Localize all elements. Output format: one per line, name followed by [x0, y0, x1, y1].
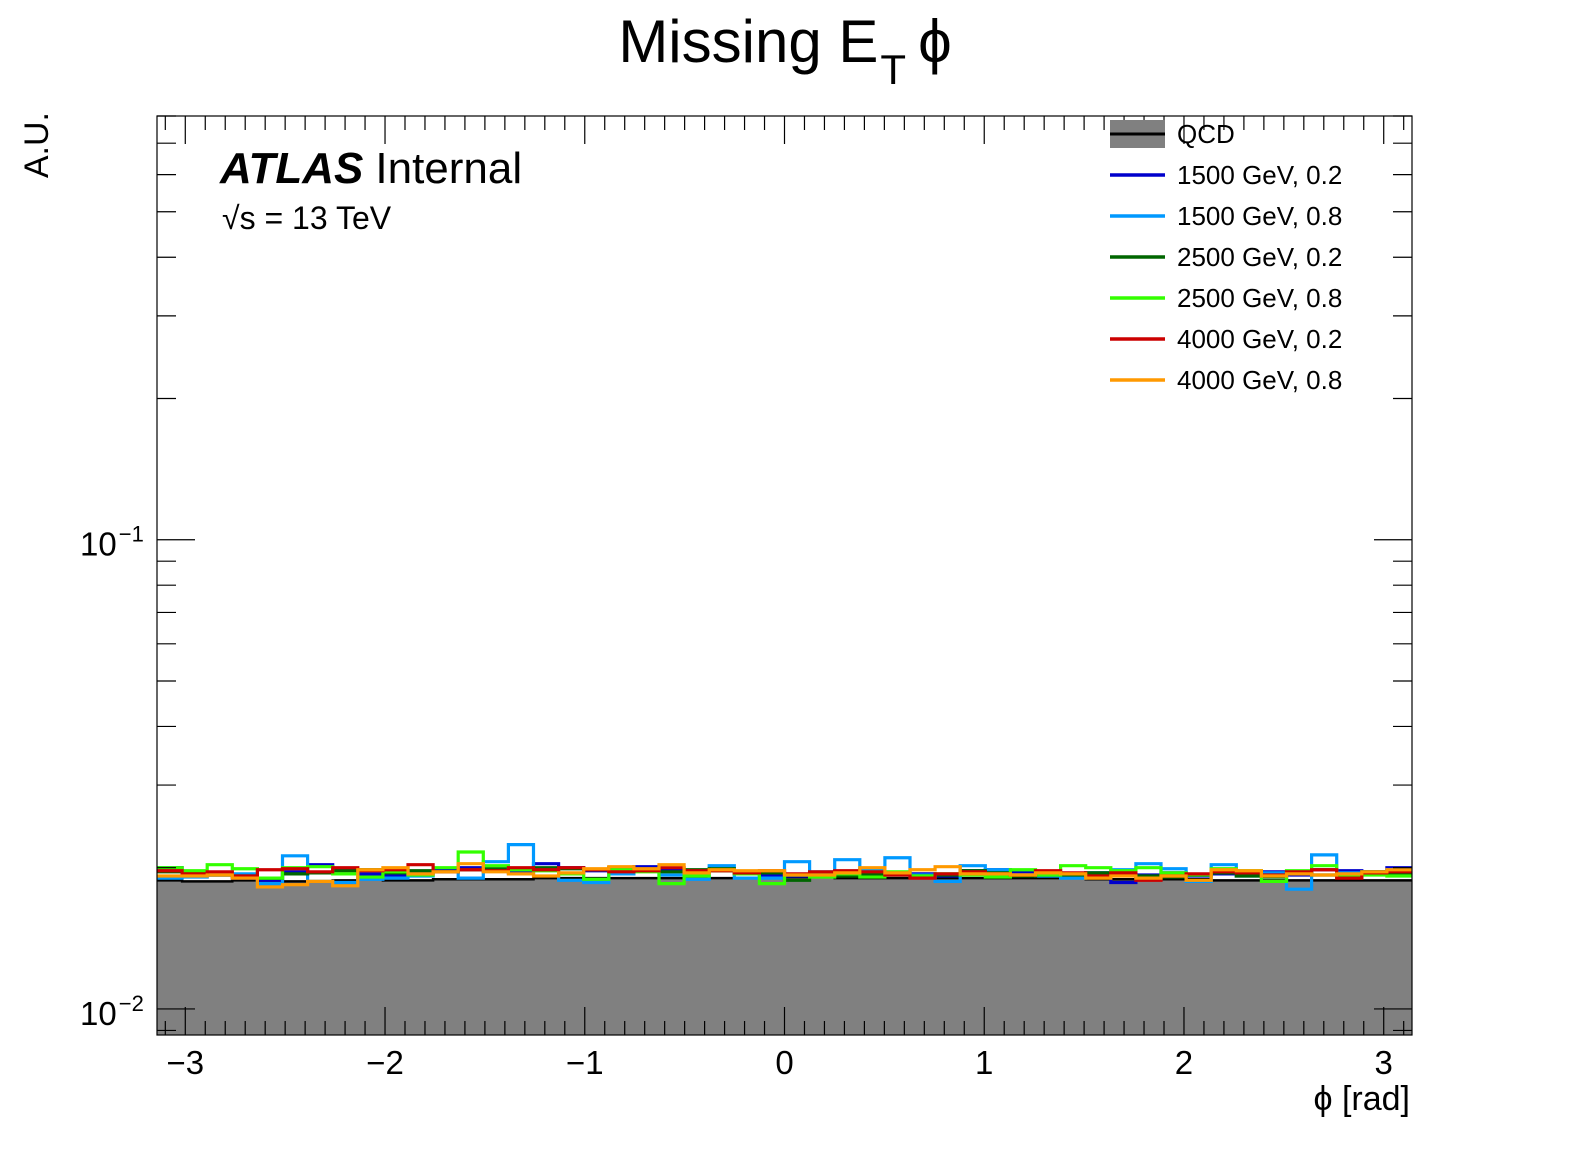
- x-tick-label: −2: [366, 1044, 404, 1081]
- x-tick-label: 1: [975, 1044, 993, 1081]
- x-tick-label: −1: [566, 1044, 604, 1081]
- legend-entry-label: 4000 GeV, 0.2: [1177, 324, 1342, 354]
- chart-title-main: Missing E: [618, 8, 878, 75]
- legend: QCD 1500 GeV, 0.2 1500 GeV, 0.8 2500 GeV, 0…: [1110, 119, 1342, 395]
- legend-entry-label: QCD: [1177, 119, 1235, 149]
- energy-label: √s = 13 TeV: [222, 200, 392, 236]
- y-tick-label-exponent: −1: [119, 522, 144, 547]
- atlas-logo-text: ATLAS: [219, 144, 363, 193]
- y-axis-tick-labels: 10−110−2: [80, 522, 144, 1032]
- x-axis-tick-labels: −3 −2 −1 0 1 2 3: [166, 1044, 1392, 1081]
- energy-text: s = 13 TeV: [240, 200, 392, 236]
- atlas-label: ATLAS Internal: [219, 144, 522, 193]
- legend-entry-label: 4000 GeV, 0.8: [1177, 365, 1342, 395]
- series-line-6: [157, 862, 1412, 889]
- series-fill-qcd: [157, 877, 1412, 1035]
- x-tick-label: 2: [1175, 1044, 1193, 1081]
- y-axis-label: A.U.: [18, 112, 56, 178]
- qcd-fill-area: [157, 877, 1412, 1035]
- legend-entry-label: 2500 GeV, 0.2: [1177, 242, 1342, 272]
- chart-title: Missing ET ϕ: [618, 8, 951, 93]
- chart-title-subscript: T: [880, 46, 906, 93]
- atlas-status-text: Internal: [375, 144, 522, 193]
- legend-entry-label: 2500 GeV, 0.8: [1177, 283, 1342, 313]
- y-tick-label-exponent: −2: [119, 991, 144, 1016]
- x-tick-label: 3: [1375, 1044, 1393, 1081]
- x-tick-label: −3: [166, 1044, 204, 1081]
- y-tick-label: 10−2: [80, 991, 144, 1032]
- legend-entry-label: 1500 GeV, 0.2: [1177, 160, 1342, 190]
- x-tick-label: 0: [775, 1044, 793, 1081]
- y-tick-label-base: 10: [80, 995, 117, 1032]
- y-axis-ticks: [157, 115, 1412, 1032]
- energy-root-symbol: √: [222, 200, 240, 236]
- signal-step-lines: [157, 843, 1412, 891]
- x-axis-ticks: [164, 116, 1405, 1035]
- legend-entry-label: 1500 GeV, 0.8: [1177, 201, 1342, 231]
- y-tick-label-base: 10: [80, 526, 117, 563]
- y-tick-label: 10−1: [80, 522, 144, 563]
- chart-title-suffix: ϕ: [918, 8, 952, 75]
- x-axis-label: ϕ [rad]: [1313, 1080, 1410, 1118]
